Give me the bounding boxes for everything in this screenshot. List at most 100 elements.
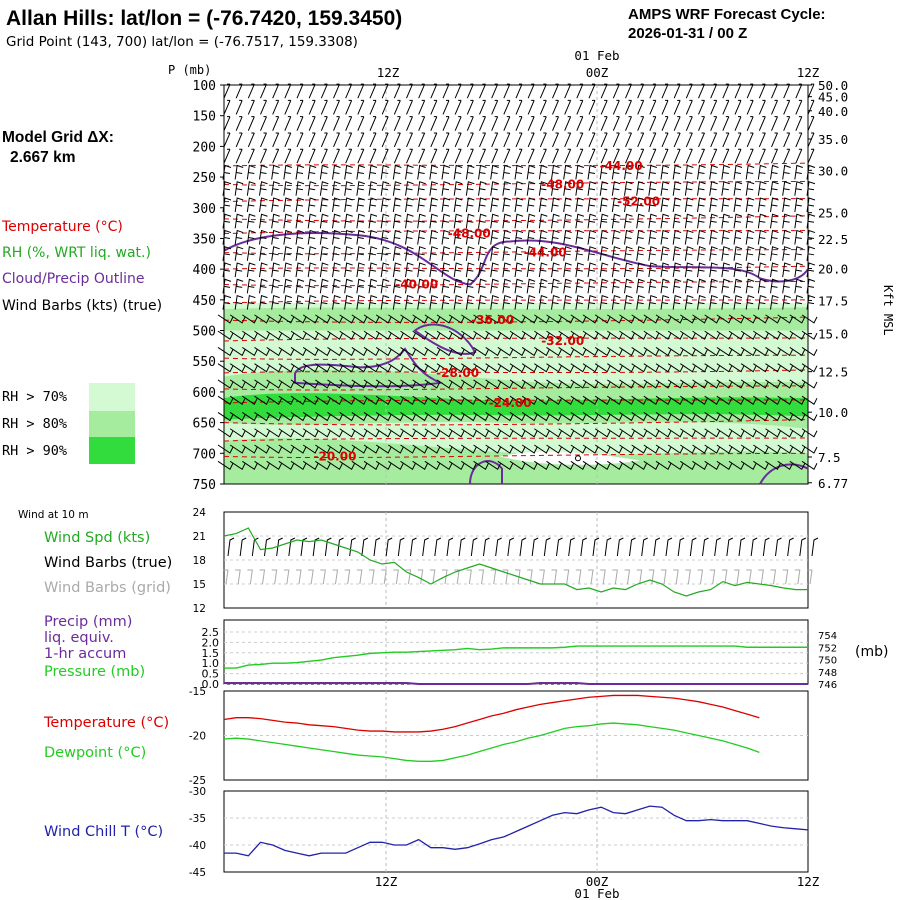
wind-barb [599, 213, 609, 229]
wind-barb [235, 99, 243, 115]
wind-barb [728, 444, 745, 454]
wind-barb [806, 181, 816, 196]
wind-barb [806, 197, 816, 213]
wind-barb [582, 460, 599, 471]
wind-barb [368, 181, 378, 196]
wind-barb-grid [442, 569, 448, 585]
wind-barb [302, 395, 319, 405]
wind-barb [479, 148, 486, 164]
wind-barb [344, 213, 353, 229]
wind-barb [539, 148, 547, 164]
wind-barb [503, 83, 511, 99]
wind-barb [319, 197, 329, 213]
wind-barb [465, 197, 475, 213]
wind-barb [794, 164, 803, 180]
wind-barb [765, 379, 781, 389]
wind-barb [271, 229, 280, 245]
wind-barb [315, 460, 331, 471]
wind-barb [697, 262, 706, 278]
wind-barb [753, 346, 769, 357]
temperature-contour [223, 437, 809, 442]
wind-barb [465, 294, 475, 310]
wind-barb [412, 444, 429, 454]
wind-barb [783, 83, 791, 99]
wind-barb-grid [332, 569, 339, 585]
pressure-tick-label: 500 [193, 325, 216, 340]
wind-barb [765, 330, 781, 340]
wind-barb [344, 278, 353, 294]
wind-barb [436, 444, 453, 454]
wind-barb [307, 278, 317, 294]
wind-barb [576, 116, 584, 131]
wind-barb [527, 116, 535, 131]
pressure-tick-label: 100 [193, 79, 216, 94]
wind-barb [643, 346, 660, 357]
temperature-contour-label: -48.00 [448, 227, 491, 241]
wind-barb [246, 278, 256, 294]
wind-barb [412, 363, 429, 373]
wind-barb [485, 330, 502, 340]
wind-barb [685, 148, 693, 164]
wind-barb [619, 314, 635, 324]
wind-barb [327, 460, 343, 471]
precip-label: liq. equiv. [44, 630, 114, 646]
wind-chill-tick-label: -35 [189, 813, 206, 825]
wind-barb [599, 229, 609, 245]
wind-barb [795, 83, 803, 99]
wind-barb [782, 262, 791, 278]
wind-barb [692, 346, 708, 357]
legend-wind-barbs: Wind Barbs (kts) (true) [2, 298, 162, 314]
temperature-contour [223, 385, 809, 391]
wind-barb [521, 379, 538, 389]
wind-barb [290, 346, 307, 357]
wind-barb [418, 148, 426, 164]
wind-barb [680, 330, 696, 340]
wind-barb [607, 330, 623, 340]
wind-barb [575, 278, 584, 294]
wind-barb [351, 428, 368, 438]
wind-barb [746, 83, 754, 99]
wind-barb [509, 346, 526, 357]
wind-barb [234, 246, 244, 261]
wind-barb [369, 99, 377, 115]
wind-barb [242, 314, 258, 324]
wind-barb [319, 213, 329, 229]
wind-barb [588, 99, 596, 115]
wind-barb [368, 164, 378, 180]
wind-barb [278, 460, 295, 471]
wind-barb-grid [490, 569, 497, 585]
wind-barb [806, 278, 816, 294]
pressure-tick-label: 700 [193, 447, 216, 462]
wind-barb [612, 99, 620, 115]
wind-barb [453, 262, 463, 278]
wind-barb [429, 197, 438, 213]
wind-barb [660, 229, 670, 245]
wind-barb [631, 363, 648, 373]
wind-barb [405, 197, 414, 213]
wind-barb [430, 83, 438, 99]
wind-barb [655, 346, 672, 357]
wind-barb [709, 278, 718, 294]
wind-barb [599, 164, 609, 180]
wind-barb-grid [369, 569, 375, 585]
wind-barb [563, 164, 572, 180]
wind-barb [667, 314, 684, 324]
wind-barb [295, 181, 305, 196]
wind-barb [588, 116, 596, 131]
wind-barb [400, 346, 416, 357]
wind-barb [733, 213, 743, 229]
wind-barb [801, 428, 818, 438]
wind-barb [624, 229, 633, 245]
wind-speed-tick-label: 21 [193, 531, 206, 543]
wind-barb [351, 412, 368, 422]
wind-barb [490, 229, 499, 245]
wind-barb [254, 395, 270, 405]
wind-barb [539, 99, 547, 115]
wind-barb [502, 197, 511, 213]
wind-barb [753, 460, 769, 471]
wind-barb [801, 379, 818, 389]
wind-barb [235, 148, 243, 164]
wind-barb-grid [794, 569, 801, 585]
wind-barb [722, 116, 730, 131]
pressure-unit-label: (mb) [855, 644, 888, 660]
